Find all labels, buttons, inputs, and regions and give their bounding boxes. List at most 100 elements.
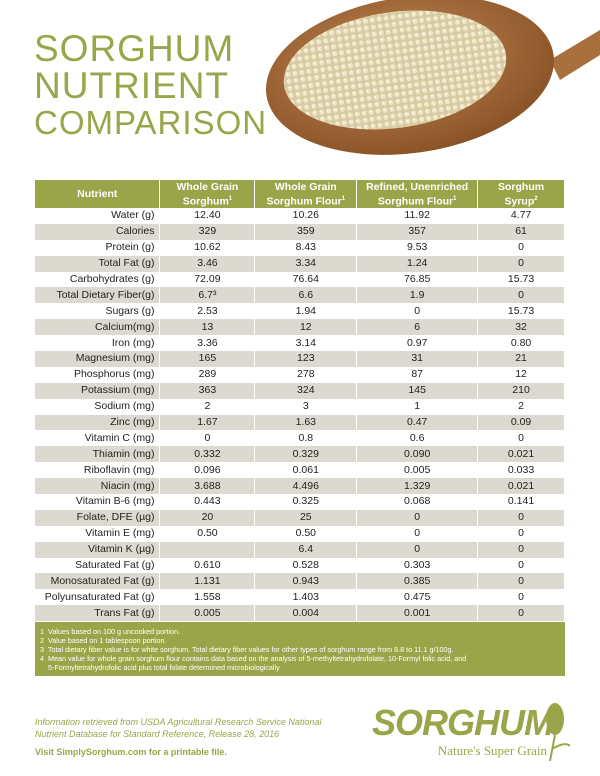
value-cell: 0: [477, 239, 565, 256]
logo-wordmark: SORGHUM: [372, 702, 554, 743]
value-cell: 145: [356, 382, 479, 399]
footnote: 2 Value based on 1 tablespoon portion.: [40, 636, 167, 645]
value-cell: 6.4: [254, 541, 358, 558]
value-cell: 0.8: [254, 430, 358, 447]
value-cell: 0.303: [356, 557, 479, 574]
nutrient-name-cell: Phosphorus (mg): [35, 366, 161, 383]
value-cell: 3.34: [254, 255, 358, 272]
value-cell: 359: [254, 223, 358, 240]
value-cell: 2: [477, 398, 565, 415]
value-cell: 0: [356, 541, 479, 558]
table-row: Thiamin (mg) 0.332 0.329 0.090 0.021: [35, 446, 565, 463]
footnote-marker: 1: [341, 195, 346, 202]
nutrient-name-cell: Vitamin C (mg): [35, 430, 161, 447]
nutrient-name-cell: Calories: [35, 223, 161, 240]
nutrient-name-cell: Riboflavin (mg): [35, 462, 161, 479]
value-cell: 1: [356, 398, 479, 415]
value-cell: 0.329: [254, 446, 358, 463]
value-cell: 6.7³: [159, 287, 256, 304]
nutrient-name-cell: Magnesium (mg): [35, 351, 161, 367]
value-cell: 31: [356, 351, 479, 367]
table-row: Vitamin K (µg) 6.4 0 0: [35, 541, 565, 558]
value-cell: 1.67: [159, 414, 256, 431]
value-cell: 363: [159, 382, 256, 399]
sorghum-plant-icon: [546, 703, 570, 761]
value-cell: 0: [356, 525, 479, 542]
value-cell: 278: [254, 366, 358, 383]
column-header: Refined, Unenriched Sorghum Flour1: [356, 180, 479, 208]
value-cell: 1.403: [254, 589, 358, 606]
value-cell: 0: [356, 303, 479, 320]
value-cell: 357: [356, 223, 479, 240]
table-row: Calcium(mg) 13 12 6 32: [35, 319, 565, 336]
value-cell: 13: [159, 319, 256, 336]
value-cell: 0.50: [254, 525, 358, 542]
table-row: Vitamin E (mg) 0.50 0.50 0 0: [35, 525, 565, 542]
table-row: Protein (g) 10.62 8.43 9.53 0: [35, 239, 565, 256]
value-cell: 1.329: [356, 478, 479, 495]
value-cell: 123: [254, 351, 358, 367]
value-cell: 15.73: [477, 271, 565, 288]
value-cell: 76.85: [356, 271, 479, 288]
table-row: Monosaturated Fat (g) 1.131 0.943 0.385 0: [35, 573, 565, 590]
value-cell: 6: [356, 319, 479, 336]
visit-link-text: Visit SimplySorghum.com for a printable …: [35, 747, 227, 757]
value-cell: 0.033: [477, 462, 565, 479]
value-cell: 0.061: [254, 462, 358, 479]
value-cell: 1.9: [356, 287, 479, 304]
nutrient-table: Nutrient Whole Grain Sorghum1 Whole Grain …: [35, 180, 565, 622]
value-cell: 329: [159, 223, 256, 240]
column-header-label: Refined, Unenriched Sorghum Flour: [366, 180, 469, 208]
table-row: Total Dietary Fiber(g) 6.7³ 6.6 1.9 0: [35, 287, 565, 304]
value-cell: 0.096: [159, 462, 256, 479]
nutrient-name-cell: Zinc (mg): [35, 414, 161, 431]
footnotes: 1 Values based on 100 g uncooked portion…: [35, 622, 565, 676]
value-cell: 1.63: [254, 414, 358, 431]
value-cell: 0.005: [356, 462, 479, 479]
nutrient-name-cell: Saturated Fat (g): [35, 557, 161, 574]
nutrient-name-cell: Monosaturated Fat (g): [35, 573, 161, 590]
table-row: Calories 329 359 357 61: [35, 223, 565, 240]
table-row: Sugars (g) 2.53 1.94 0 15.73: [35, 303, 565, 320]
nutrient-name-cell: Sodium (mg): [35, 398, 161, 415]
column-header: Whole Grain Sorghum Flour1: [254, 180, 358, 208]
value-cell: 0: [477, 573, 565, 590]
table-row: Carbohydrates (g) 72.09 76.64 76.85 15.73: [35, 271, 565, 288]
value-cell: 10.62: [159, 239, 256, 256]
table-row: Sodium (mg) 2 3 1 2: [35, 398, 565, 415]
value-cell: 0: [477, 541, 565, 558]
value-cell: 1.131: [159, 573, 256, 590]
table-row: Vitamin B-6 (mg) 0.443 0.325 0.068 0.141: [35, 494, 565, 510]
nutrient-name-cell: Thiamin (mg): [35, 446, 161, 463]
nutrient-name-cell: Total Dietary Fiber(g): [35, 287, 161, 304]
value-cell: 0: [477, 589, 565, 606]
value-cell: 3: [254, 398, 358, 415]
nutrient-name-cell: Trans Fat (g): [35, 605, 161, 622]
nutrient-name-cell: Vitamin K (µg): [35, 541, 161, 558]
nutrient-name-cell: Sugars (g): [35, 303, 161, 320]
source-line-1: Information retrieved from USDA Agricult…: [35, 717, 322, 727]
value-cell: 4.496: [254, 478, 358, 495]
value-cell: 3.46: [159, 255, 256, 272]
table-row: Polyunsaturated Fat (g) 1.558 1.403 0.475 0: [35, 589, 565, 606]
value-cell: 0.09: [477, 414, 565, 431]
value-cell: 324: [254, 382, 358, 399]
table-row: Iron (mg) 3.36 3.14 0.97 0.80: [35, 335, 565, 352]
title-line-3: COMPARISON: [34, 104, 268, 141]
value-cell: 15.73: [477, 303, 565, 320]
value-cell: 9.53: [356, 239, 479, 256]
value-cell: 0: [477, 255, 565, 272]
footnote-marker: 1: [453, 195, 457, 202]
footnote-marker: 2: [534, 195, 538, 202]
nutrient-name-cell: Total Fat (g): [35, 255, 161, 272]
value-cell: 0: [477, 430, 565, 447]
footnote: 1 Values based on 100 g uncooked portion…: [40, 627, 181, 636]
table-row: Trans Fat (g) 0.005 0.004 0.001 0: [35, 605, 565, 622]
table-row: Folate, DFE (µg) 20 25 0 0: [35, 509, 565, 526]
value-cell: 1.94: [254, 303, 358, 320]
table-row: Magnesium (mg) 165 123 31 21: [35, 351, 565, 367]
table-row: Zinc (mg) 1.67 1.63 0.47 0.09: [35, 414, 565, 431]
value-cell: 87: [356, 366, 479, 383]
value-cell: 0: [477, 557, 565, 574]
nutrient-name-cell: Water (g): [35, 208, 161, 224]
